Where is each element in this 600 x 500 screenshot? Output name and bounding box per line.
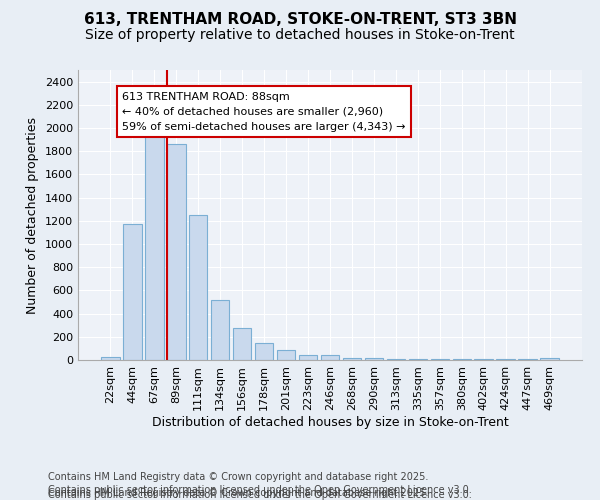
Bar <box>541 358 559 360</box>
Bar <box>167 144 185 360</box>
Bar <box>299 355 317 360</box>
Bar <box>189 215 208 360</box>
Y-axis label: Number of detached properties: Number of detached properties <box>26 116 40 314</box>
Bar <box>145 128 164 360</box>
Bar <box>255 342 274 360</box>
Bar <box>365 358 383 360</box>
Bar <box>123 224 142 360</box>
Bar <box>343 358 361 360</box>
Bar <box>211 300 229 360</box>
Text: Size of property relative to detached houses in Stoke-on-Trent: Size of property relative to detached ho… <box>85 28 515 42</box>
Text: 613, TRENTHAM ROAD, STOKE-ON-TRENT, ST3 3BN: 613, TRENTHAM ROAD, STOKE-ON-TRENT, ST3 … <box>83 12 517 28</box>
Text: 613 TRENTHAM ROAD: 88sqm
← 40% of detached houses are smaller (2,960)
59% of sem: 613 TRENTHAM ROAD: 88sqm ← 40% of detach… <box>122 92 406 132</box>
Text: Contains public sector information licensed under the Open Government Licence v3: Contains public sector information licen… <box>48 490 472 500</box>
Bar <box>277 350 295 360</box>
Text: Contains HM Land Registry data © Crown copyright and database right 2025.
Contai: Contains HM Land Registry data © Crown c… <box>48 472 472 495</box>
X-axis label: Distribution of detached houses by size in Stoke-on-Trent: Distribution of detached houses by size … <box>152 416 508 428</box>
Text: Contains HM Land Registry data © Crown copyright and database right 2025.: Contains HM Land Registry data © Crown c… <box>48 488 428 498</box>
Bar <box>320 355 340 360</box>
Bar <box>101 357 119 360</box>
Bar <box>233 328 251 360</box>
